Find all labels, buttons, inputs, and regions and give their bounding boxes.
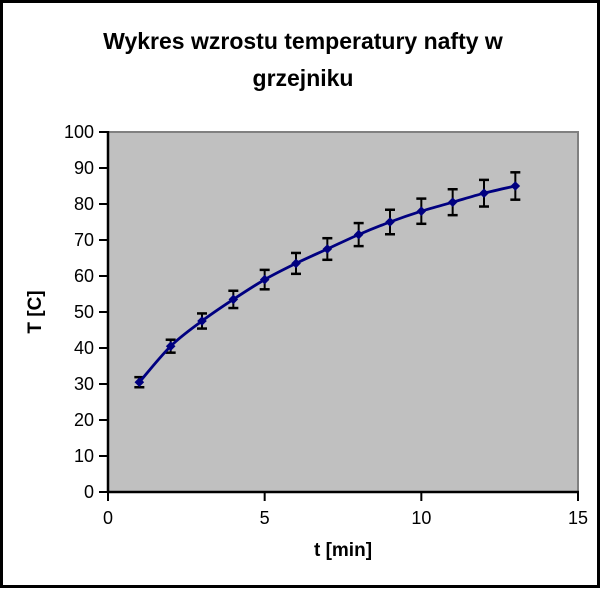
y-tick-label: 70 [74,230,94,250]
y-tick-label: 80 [74,194,94,214]
chart-title: Wykres wzrostu temperatury nafty w grzej… [3,23,600,97]
y-tick-label: 60 [74,266,94,286]
data-point-marker [322,244,333,254]
x-axis-title: t [min] [313,540,373,561]
y-axis-title: T [C] [25,290,46,334]
chart-canvas: 0 10 20 30 40 50 60 70 80 90 100 0 5 10 15 [64,122,588,528]
data-point-marker [134,377,145,388]
y-tick-label: 10 [74,446,94,466]
data-point-marker [353,229,364,240]
y-tick-label: 20 [74,410,94,430]
data-point-marker [228,294,239,305]
x-tick-label: 15 [568,508,588,528]
x-tick-label: 5 [260,508,270,528]
data-point-marker [197,316,207,326]
chart-title-line-2: grzejniku [252,65,354,91]
y-tick-label: 0 [84,482,94,502]
y-tick-label: 40 [74,338,94,358]
y-tick-label: 90 [74,158,94,178]
y-tick-label: 50 [74,302,94,322]
chart-title-line-1: Wykres wzrostu temperatury nafty w [103,28,503,54]
plot-area [107,131,579,493]
data-point-marker [416,206,427,217]
x-tick-label: 0 [103,508,113,528]
y-tick-label: 100 [64,122,94,142]
y-tick-label: 30 [74,374,94,394]
x-tick-label: 10 [411,508,431,528]
